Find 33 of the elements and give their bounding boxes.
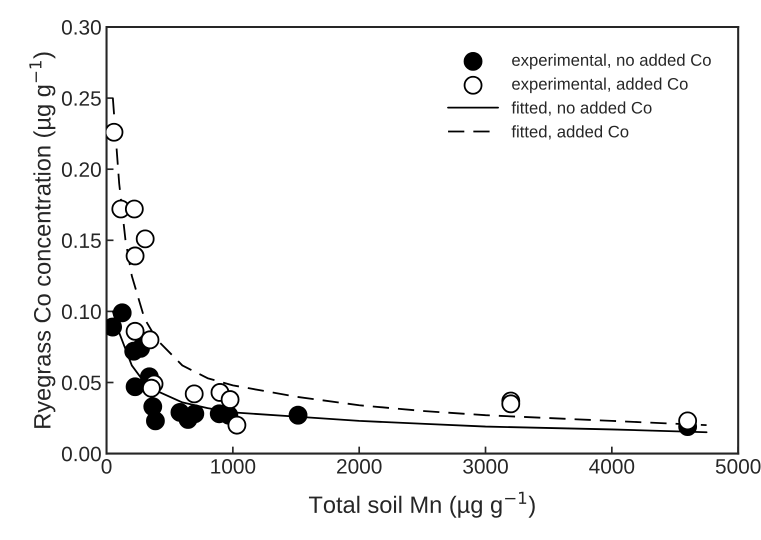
- point: [146, 411, 165, 430]
- legend-label: fitted, added Co: [512, 125, 628, 140]
- x-tick-label: 2000: [337, 459, 382, 474]
- y-tick-label: 0.10: [62, 304, 101, 320]
- x-tick-label: 0: [102, 459, 112, 474]
- point: [140, 330, 160, 350]
- legend-label: experimental, no added Co: [512, 54, 711, 70]
- legend-label: fitted, no added Co: [512, 101, 652, 116]
- x-tick-label: 5000: [716, 459, 761, 474]
- y-tick-label: 0.15: [62, 233, 101, 248]
- point: [126, 246, 144, 266]
- point: [288, 406, 308, 425]
- y-tick-label: 0.20: [62, 162, 101, 177]
- point: [124, 200, 144, 218]
- y-tick-label: 0.25: [62, 91, 101, 106]
- point: [136, 229, 155, 248]
- x-axis-title: Total soil Mn (µg g$^{−1}$): [308, 492, 535, 518]
- point: [501, 394, 520, 414]
- point: [678, 411, 698, 430]
- point: [112, 303, 132, 322]
- x-tick-label: 1000: [211, 459, 256, 474]
- point: [220, 390, 240, 409]
- point: [142, 378, 161, 398]
- y-axis-title: Ryegrass Co concentration (µg g$^{−1}$): [29, 52, 56, 428]
- x-tick-label: 3000: [463, 459, 508, 474]
- point: [126, 377, 144, 396]
- y-tick-label: 0.05: [62, 376, 101, 390]
- y-tick-label: 0.00: [62, 446, 101, 462]
- x-tick-label: 4000: [589, 459, 634, 474]
- legend-label: experimental, added Co: [512, 78, 688, 94]
- point: [228, 416, 246, 435]
- y-tick-label: 0.30: [62, 20, 101, 35]
- point: [184, 384, 204, 404]
